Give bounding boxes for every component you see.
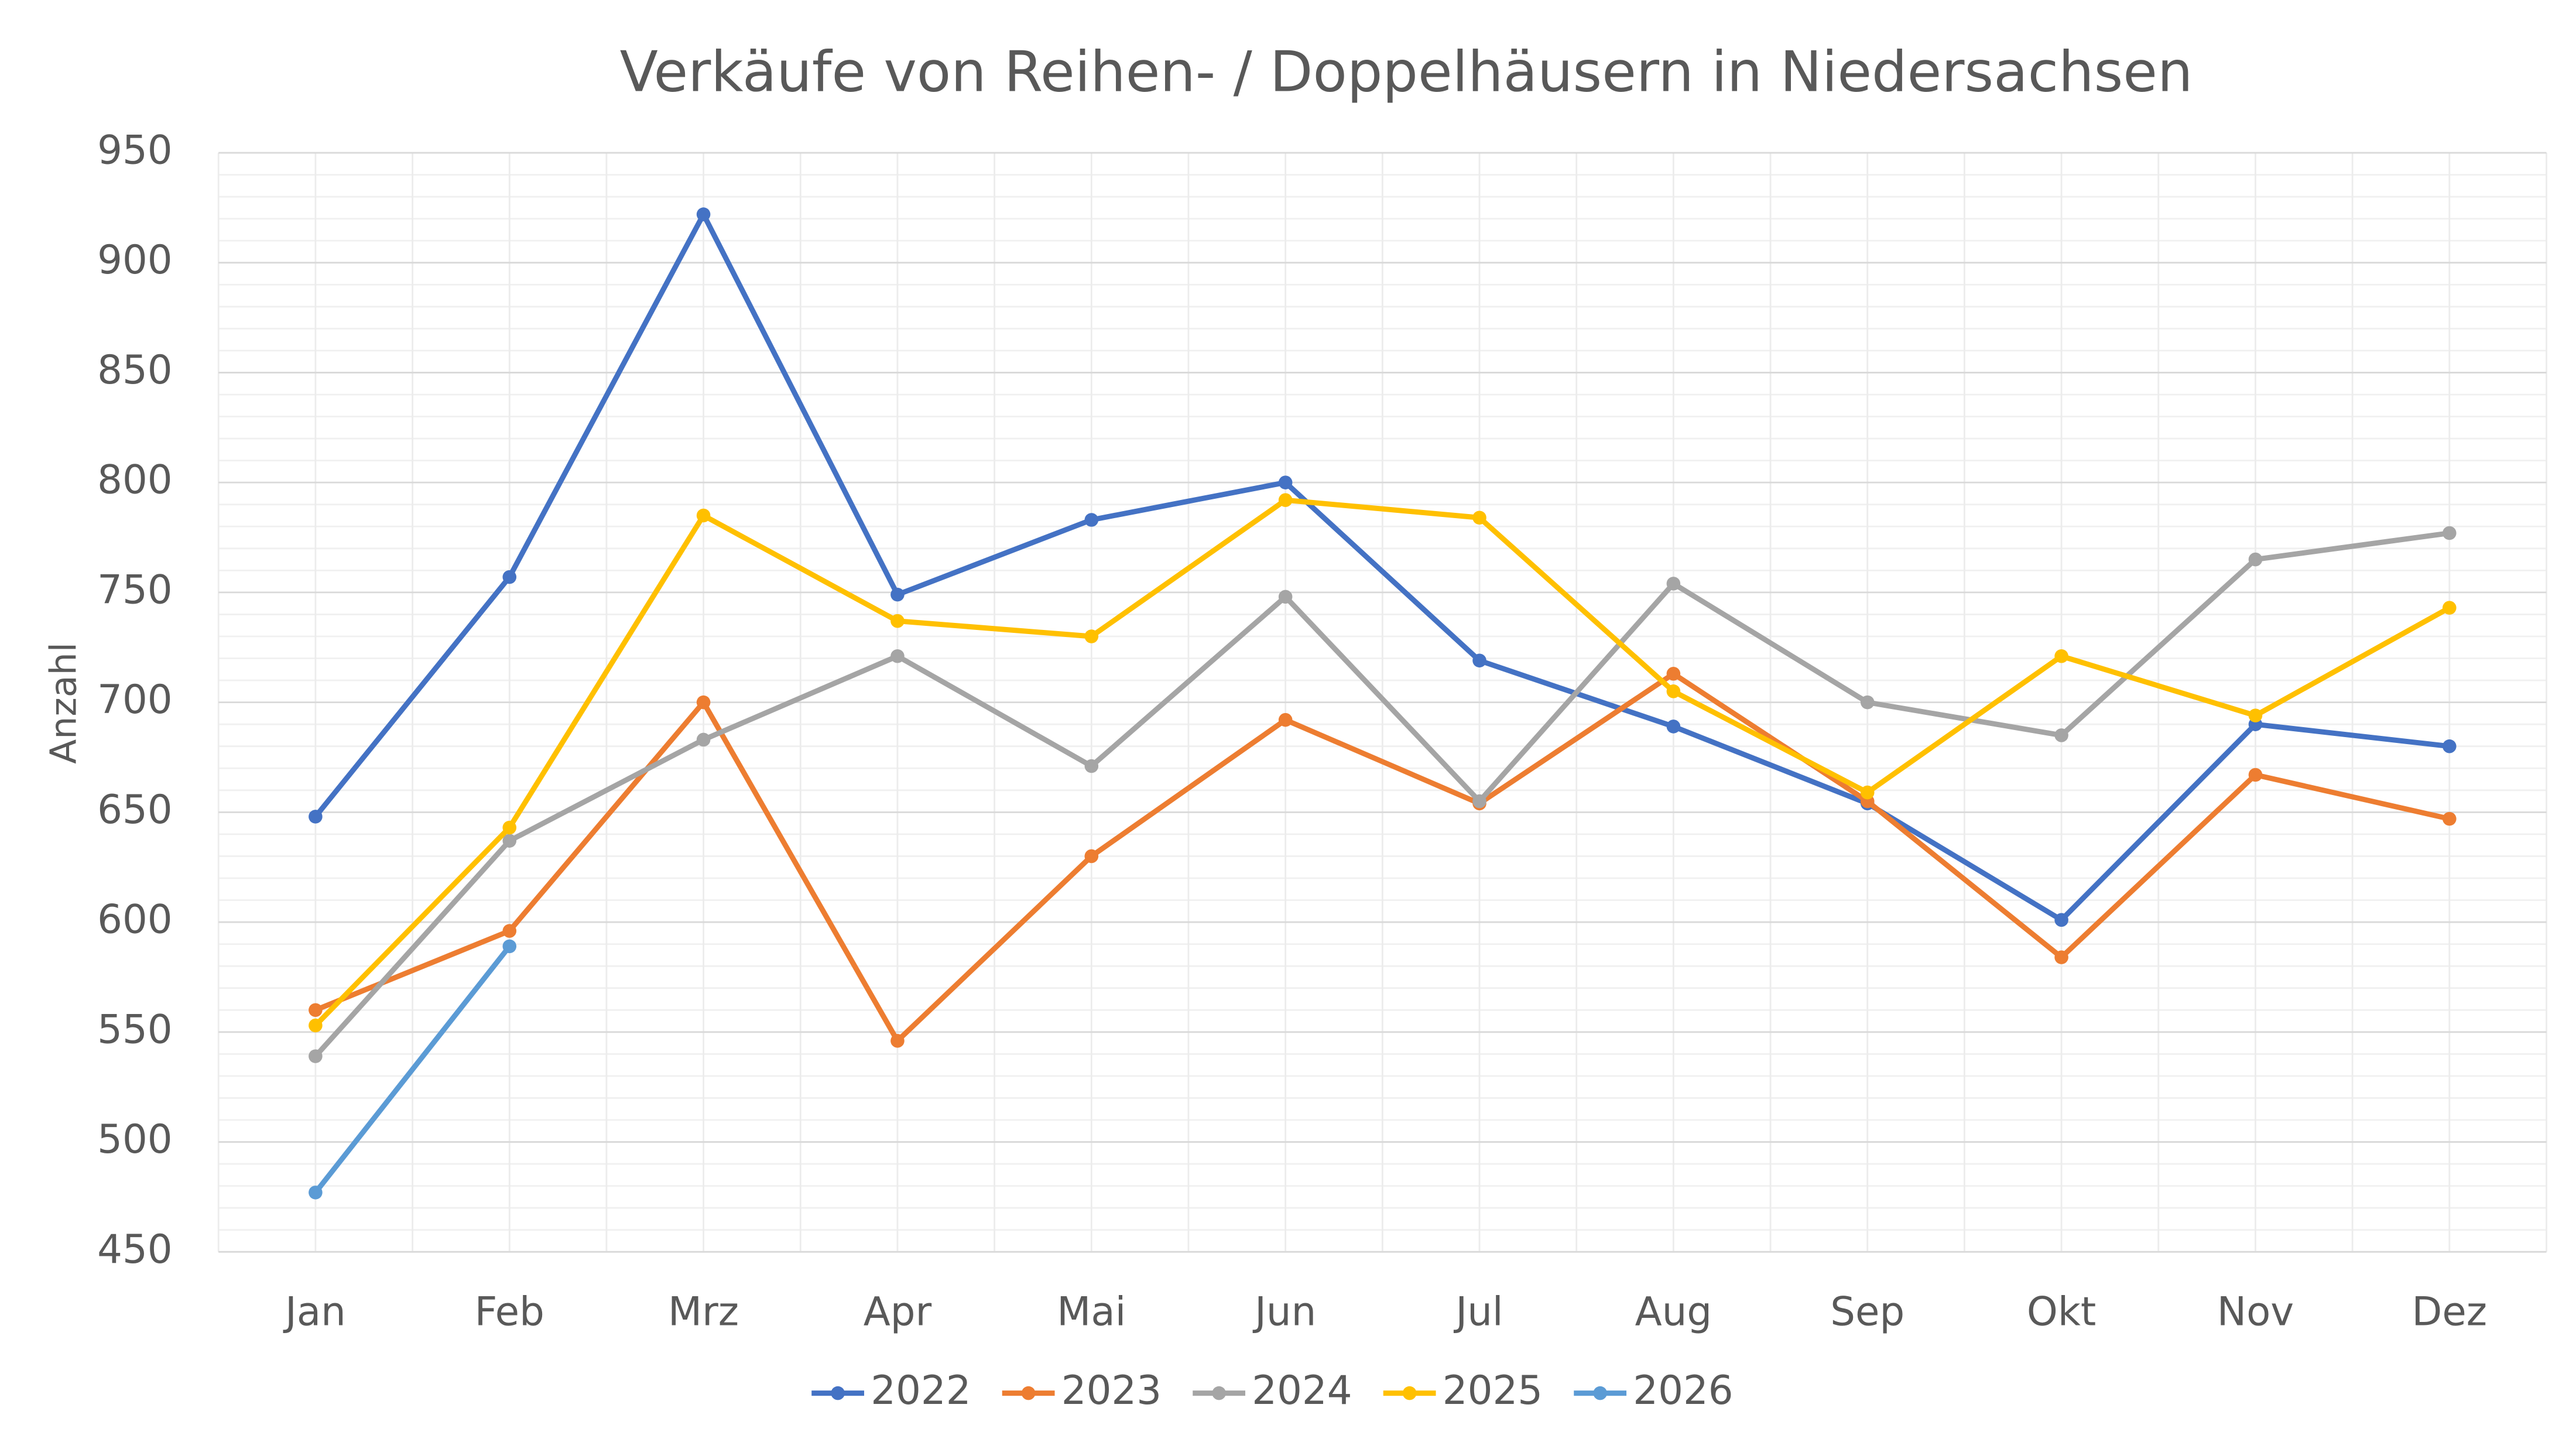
data-point xyxy=(2054,649,2068,663)
data-point xyxy=(2054,913,2068,927)
series-line xyxy=(313,944,512,1194)
data-point xyxy=(2443,526,2457,540)
data-point xyxy=(2054,950,2068,964)
legend-marker xyxy=(1593,1386,1607,1400)
data-point xyxy=(2054,728,2068,742)
data-point xyxy=(1472,511,1486,525)
x-tick-label: Apr xyxy=(864,1288,932,1334)
series-line xyxy=(314,671,2450,1044)
x-tick-label: Aug xyxy=(1635,1288,1712,1334)
data-point xyxy=(696,508,711,523)
data-point xyxy=(890,587,905,602)
data-point xyxy=(1666,577,1681,591)
data-point xyxy=(1084,513,1099,527)
data-point xyxy=(696,207,711,221)
x-tick-label: Feb xyxy=(475,1288,544,1334)
legend-marker xyxy=(1021,1386,1036,1400)
data-point xyxy=(1472,794,1486,809)
data-point xyxy=(1472,653,1486,668)
data-point xyxy=(1860,785,1875,800)
data-point xyxy=(502,939,517,954)
data-point xyxy=(502,834,517,848)
y-tick-label: 550 xyxy=(97,1006,173,1052)
data-point xyxy=(309,1049,323,1063)
data-point xyxy=(1860,695,1875,710)
data-point xyxy=(1666,684,1681,698)
x-tick-label: Jul xyxy=(1453,1288,1503,1334)
y-tick-label: 850 xyxy=(97,347,173,393)
legend-marker xyxy=(1402,1386,1417,1400)
data-point xyxy=(890,649,905,663)
data-point xyxy=(890,1034,905,1048)
data-point xyxy=(502,820,517,835)
y-tick-label: 800 xyxy=(97,457,173,503)
series-line xyxy=(313,497,2451,1027)
legend-label: 2026 xyxy=(1633,1367,1733,1413)
legend-marker xyxy=(1212,1386,1226,1400)
y-tick-label: 950 xyxy=(97,127,173,173)
data-point xyxy=(1084,849,1099,864)
data-point xyxy=(2443,739,2457,753)
x-tick-label: Dez xyxy=(2412,1288,2488,1334)
data-point xyxy=(890,614,905,628)
series-line xyxy=(313,211,2450,923)
x-tick-label: Sep xyxy=(1830,1288,1904,1334)
data-point xyxy=(1084,759,1099,773)
y-tick-label: 500 xyxy=(97,1116,173,1162)
legend-label: 2022 xyxy=(871,1367,971,1413)
series-line xyxy=(313,530,2450,1059)
data-point xyxy=(1278,493,1293,507)
y-axis-label: Anzahl xyxy=(42,642,84,764)
y-tick-label: 750 xyxy=(97,566,173,612)
y-tick-label: 700 xyxy=(97,676,173,722)
data-point xyxy=(1666,720,1681,734)
legend-label: 2025 xyxy=(1443,1367,1543,1413)
x-tick-label: Jun xyxy=(1252,1288,1316,1334)
legend-marker xyxy=(831,1386,845,1400)
data-point xyxy=(1278,475,1293,489)
y-tick-label: 900 xyxy=(97,237,173,283)
y-tick-label: 600 xyxy=(97,896,173,943)
data-point xyxy=(1666,667,1681,681)
data-point xyxy=(1278,590,1293,604)
data-point xyxy=(502,924,517,938)
x-tick-label: Mrz xyxy=(668,1288,739,1334)
data-point xyxy=(696,732,711,747)
data-point xyxy=(309,1003,323,1018)
x-tick-label: Nov xyxy=(2217,1288,2294,1334)
x-tick-label: Jan xyxy=(283,1288,346,1334)
data-point xyxy=(2248,552,2263,567)
data-point xyxy=(502,570,517,584)
chart-title: Verkäufe von Reihen- / Doppelhäusern in … xyxy=(620,39,2193,104)
legend-label: 2024 xyxy=(1252,1367,1352,1413)
x-tick-label: Okt xyxy=(2027,1288,2096,1334)
legend-label: 2023 xyxy=(1061,1367,1162,1413)
data-point xyxy=(2443,811,2457,826)
data-point xyxy=(309,810,323,824)
y-tick-label: 650 xyxy=(97,786,173,833)
y-tick-label: 450 xyxy=(97,1226,173,1272)
x-tick-label: Mai xyxy=(1057,1288,1126,1334)
data-point xyxy=(1278,712,1293,727)
data-point xyxy=(696,695,711,710)
data-point xyxy=(2248,768,2263,782)
data-point xyxy=(2443,601,2457,615)
data-point xyxy=(1084,629,1099,643)
data-point xyxy=(2248,708,2263,722)
data-point xyxy=(309,1018,323,1033)
data-point xyxy=(309,1186,323,1200)
